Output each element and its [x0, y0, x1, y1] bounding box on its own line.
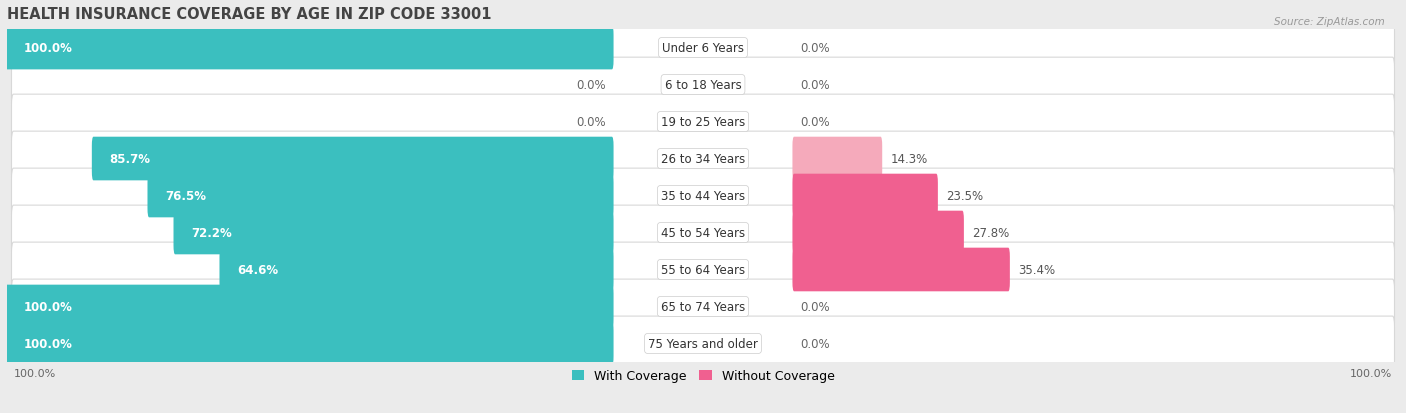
FancyBboxPatch shape	[11, 316, 1395, 371]
FancyBboxPatch shape	[11, 132, 1395, 186]
FancyBboxPatch shape	[11, 58, 1395, 113]
FancyBboxPatch shape	[173, 211, 613, 255]
Text: 0.0%: 0.0%	[800, 116, 830, 129]
Text: 0.0%: 0.0%	[576, 79, 606, 92]
Text: 45 to 54 Years: 45 to 54 Years	[661, 226, 745, 240]
Legend: With Coverage, Without Coverage: With Coverage, Without Coverage	[572, 370, 834, 382]
Text: 35 to 44 Years: 35 to 44 Years	[661, 190, 745, 202]
Text: 100.0%: 100.0%	[24, 300, 72, 313]
FancyBboxPatch shape	[6, 285, 613, 328]
Text: 6 to 18 Years: 6 to 18 Years	[665, 79, 741, 92]
Text: Under 6 Years: Under 6 Years	[662, 42, 744, 55]
Text: 75 Years and older: 75 Years and older	[648, 337, 758, 350]
Text: 100.0%: 100.0%	[24, 337, 72, 350]
Text: 26 to 34 Years: 26 to 34 Years	[661, 153, 745, 166]
Text: 76.5%: 76.5%	[166, 190, 207, 202]
FancyBboxPatch shape	[11, 169, 1395, 223]
Text: 14.3%: 14.3%	[890, 153, 928, 166]
FancyBboxPatch shape	[11, 280, 1395, 334]
Text: 100.0%: 100.0%	[14, 368, 56, 377]
FancyBboxPatch shape	[11, 206, 1395, 260]
Text: 35.4%: 35.4%	[1018, 263, 1054, 276]
FancyBboxPatch shape	[793, 138, 882, 181]
FancyBboxPatch shape	[219, 248, 613, 292]
Text: 85.7%: 85.7%	[110, 153, 150, 166]
FancyBboxPatch shape	[11, 95, 1395, 150]
Text: 64.6%: 64.6%	[238, 263, 278, 276]
Text: 0.0%: 0.0%	[800, 300, 830, 313]
Text: 72.2%: 72.2%	[191, 226, 232, 240]
FancyBboxPatch shape	[91, 138, 613, 181]
Text: 55 to 64 Years: 55 to 64 Years	[661, 263, 745, 276]
Text: HEALTH INSURANCE COVERAGE BY AGE IN ZIP CODE 33001: HEALTH INSURANCE COVERAGE BY AGE IN ZIP …	[7, 7, 492, 22]
Text: 100.0%: 100.0%	[24, 42, 72, 55]
Text: 19 to 25 Years: 19 to 25 Years	[661, 116, 745, 129]
Text: 27.8%: 27.8%	[972, 226, 1010, 240]
Text: 0.0%: 0.0%	[800, 337, 830, 350]
FancyBboxPatch shape	[11, 21, 1395, 76]
Text: 23.5%: 23.5%	[946, 190, 983, 202]
Text: 65 to 74 Years: 65 to 74 Years	[661, 300, 745, 313]
Text: 100.0%: 100.0%	[1350, 368, 1392, 377]
Text: 0.0%: 0.0%	[800, 42, 830, 55]
FancyBboxPatch shape	[11, 242, 1395, 297]
Text: 0.0%: 0.0%	[800, 79, 830, 92]
FancyBboxPatch shape	[793, 174, 938, 218]
FancyBboxPatch shape	[148, 174, 613, 218]
FancyBboxPatch shape	[793, 248, 1010, 292]
FancyBboxPatch shape	[793, 211, 965, 255]
Text: 0.0%: 0.0%	[576, 116, 606, 129]
Text: Source: ZipAtlas.com: Source: ZipAtlas.com	[1274, 17, 1385, 26]
FancyBboxPatch shape	[6, 322, 613, 366]
FancyBboxPatch shape	[6, 27, 613, 70]
